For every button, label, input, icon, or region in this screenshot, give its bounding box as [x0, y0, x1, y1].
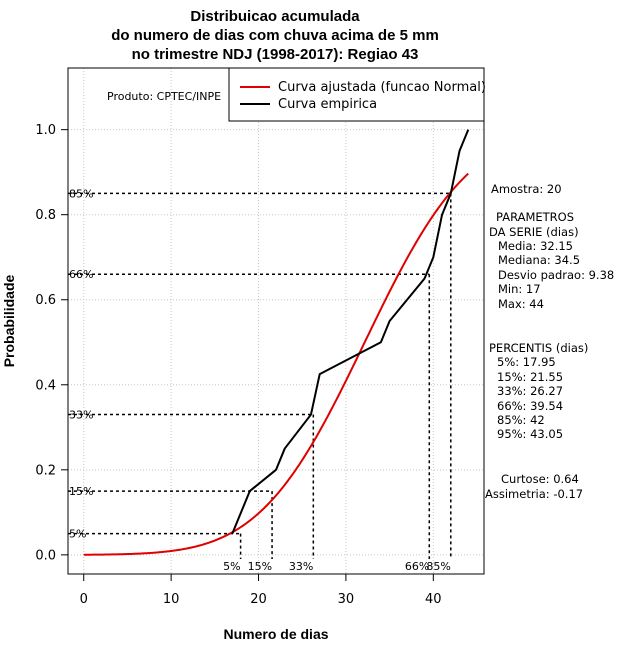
statistics-panel: Amostra: 20 PARAMETROS DA SERIE (dias) M… — [485, 182, 614, 501]
p33-text: 33%: 26.27 — [497, 384, 563, 398]
p5-text: 5%: 17.95 — [497, 355, 556, 369]
percentile-label-bottom: 33% — [289, 560, 313, 573]
legend: Curva ajustada (funcao Normal) Curva emp… — [228, 67, 486, 122]
legend-label-empirical: Curva empirica — [278, 97, 377, 112]
grid-layer — [68, 68, 484, 574]
y-tick-label: 0.2 — [35, 463, 56, 478]
legend-box — [228, 67, 485, 122]
chart-title-line-1: Distribuicao acumulada — [190, 8, 360, 25]
p15-text: 15%: 21.55 — [497, 370, 563, 384]
amostra-text: Amostra: 20 — [491, 182, 562, 196]
p85-text: 85%: 42 — [497, 413, 545, 427]
plot-border — [67, 67, 485, 575]
p66-text: 66%: 39.54 — [497, 399, 563, 413]
y-axis-title: Probabilidade — [1, 275, 17, 368]
desvio-text: Desvio padrao: 9.38 — [498, 268, 614, 282]
percentile-label-bottom: 5% — [223, 560, 240, 573]
chart-title-line-2: do numero de dias com chuva acima de 5 m… — [111, 27, 439, 44]
y-tick-label: 0.6 — [35, 293, 56, 308]
params-title-1: PARAMETROS — [496, 210, 574, 224]
x-tick-label: 30 — [338, 592, 355, 607]
percentile-label-left: 15% — [69, 485, 93, 498]
percentis-title: PERCENTIS (dias) — [489, 341, 588, 355]
percentile-label-bottom: 66% — [405, 560, 429, 573]
legend-label-fitted: Curva ajustada (funcao Normal) — [278, 80, 486, 95]
percentile-label-left: 85% — [69, 187, 93, 200]
p95-text: 95%: 43.05 — [497, 427, 563, 441]
percentile-label-left: 66% — [69, 268, 93, 281]
percentile-reference-lines: 5%5%15%15%33%33%66%66%85%85% — [68, 187, 452, 573]
max-text: Max: 44 — [498, 297, 544, 311]
mediana-text: Mediana: 34.5 — [498, 253, 580, 267]
y-tick-label: 0.8 — [35, 208, 56, 223]
axis-layer: 0 10 20 30 40 0.0 0.2 0.4 0.6 0.8 1.0 — [35, 123, 441, 607]
assimetria-text: Assimetria: -0.17 — [485, 487, 583, 501]
params-title-2: DA SERIE (dias) — [489, 225, 579, 239]
curtose-text: Curtose: 0.64 — [501, 472, 579, 486]
y-tick-label: 0.4 — [35, 378, 56, 393]
chart-title-line-3: no trimestre NDJ (1998-2017): Regiao 43 — [132, 46, 419, 63]
produto-label: Produto: CPTEC/INPE — [107, 90, 221, 103]
x-tick-label: 40 — [425, 592, 442, 607]
percentile-label-bottom: 15% — [248, 560, 272, 573]
fitted-normal-curve — [83, 172, 469, 556]
min-text: Min: 17 — [498, 282, 541, 296]
y-tick-label: 1.0 — [35, 123, 56, 138]
x-tick-label: 20 — [250, 592, 267, 607]
percentile-label-left: 5% — [69, 528, 86, 541]
percentile-label-left: 33% — [69, 409, 93, 422]
x-tick-label: 10 — [163, 592, 180, 607]
x-tick-label: 0 — [80, 592, 88, 607]
media-text: Media: 32.15 — [498, 239, 573, 253]
series-layer — [83, 129, 470, 556]
y-tick-label: 0.0 — [35, 548, 56, 563]
percentile-label-bottom: 85% — [426, 560, 450, 573]
empirical-curve — [231, 129, 470, 534]
x-axis-title: Numero de dias — [223, 626, 328, 642]
